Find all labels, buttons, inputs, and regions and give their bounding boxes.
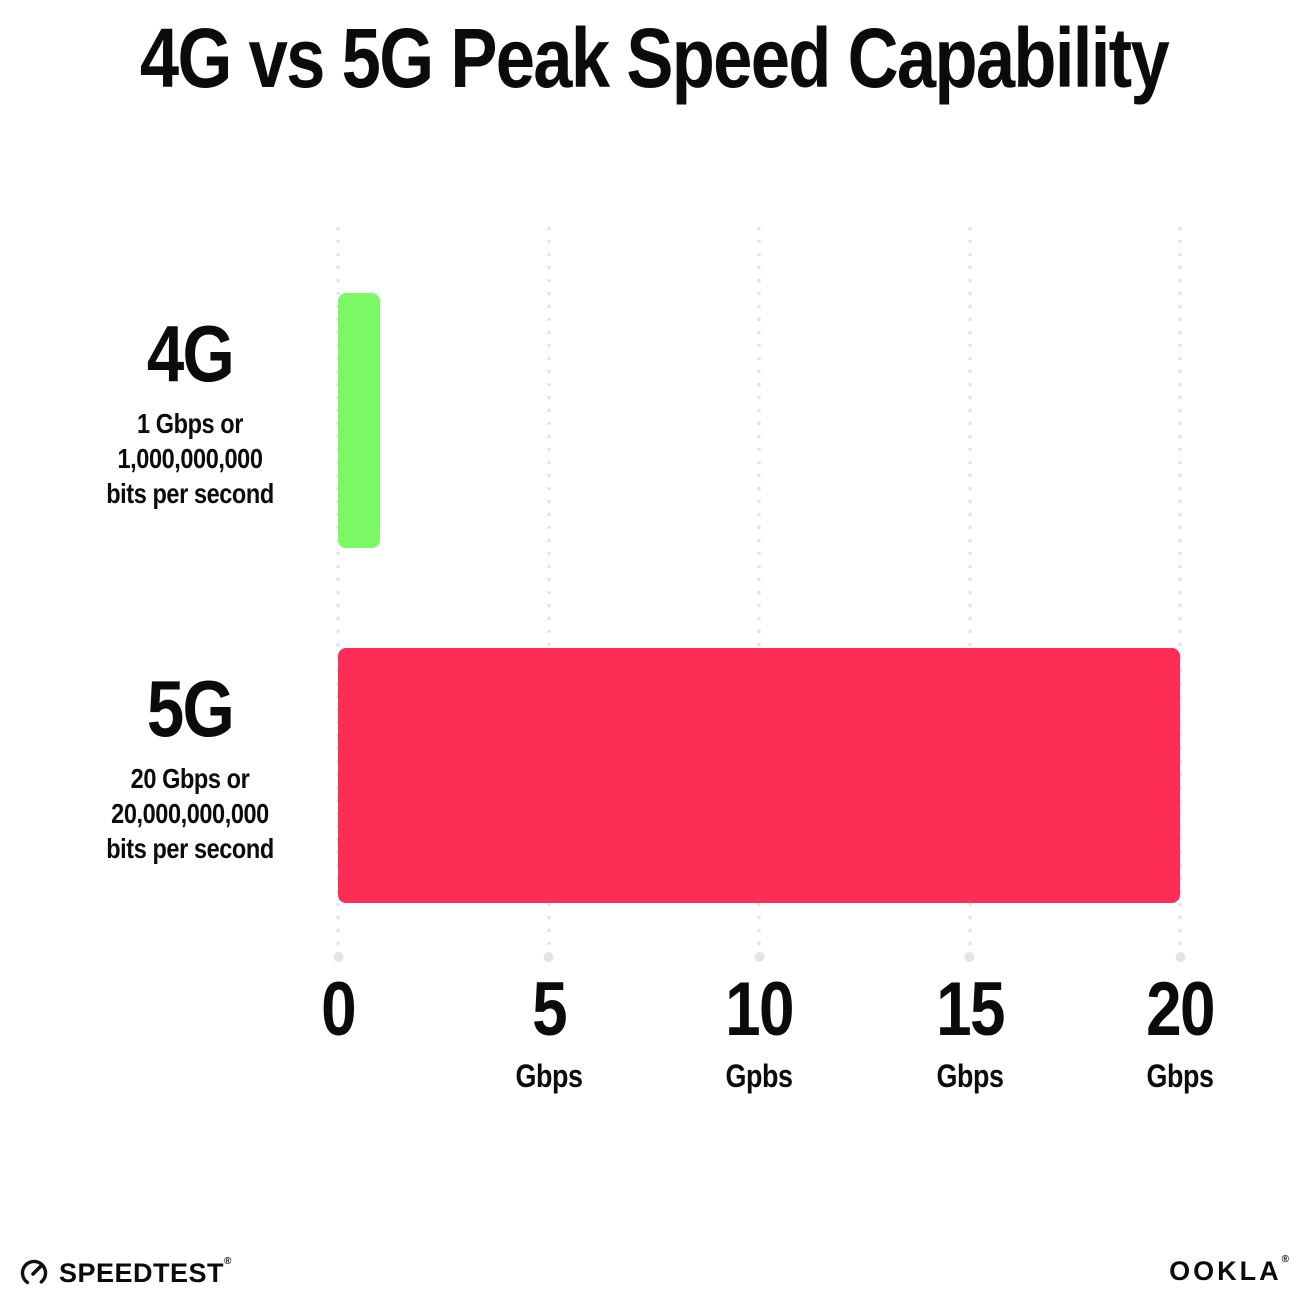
ookla-trademark: ® xyxy=(1281,1254,1292,1265)
x-tick-0: 0 xyxy=(318,972,358,1058)
x-tick-5: 5 Gbps xyxy=(509,972,589,1095)
x-tick-15: 15 Gbps xyxy=(929,972,1010,1095)
category-sublabel-5g-line1: 20 Gbps or xyxy=(130,763,250,794)
category-label-5g: 5G 20 Gbps or 20,000,000,000 bits per se… xyxy=(30,669,350,866)
ookla-wordmark-text: OOKLA xyxy=(1169,1256,1282,1286)
category-label-4g: 4G 1 Gbps or 1,000,000,000 bits per seco… xyxy=(30,314,350,511)
gridline-20gbps xyxy=(1177,222,1183,958)
gridline-15gbps xyxy=(967,222,972,958)
gridline-5gbps xyxy=(546,222,551,958)
x-tick-5-value: 5 xyxy=(531,967,568,1052)
speedtest-gauge-icon xyxy=(18,1257,50,1289)
chart-title-text: 4G vs 5G Peak Speed Capability xyxy=(139,11,1170,105)
x-tick-5-unit: Gbps xyxy=(514,1058,583,1094)
category-sublabel-4g-line2: 1,000,000,000 xyxy=(117,443,263,474)
x-tick-20: 20 Gbps xyxy=(1140,972,1221,1095)
speedtest-wordmark-text: SPEEDTEST xyxy=(59,1257,225,1288)
bar-4g xyxy=(338,293,381,548)
speedtest-wordmark: SPEEDTEST® xyxy=(59,1255,232,1289)
x-tick-10-unit: Gpbs xyxy=(725,1058,793,1094)
x-tick-10-value: 10 xyxy=(725,967,794,1052)
x-tick-20-value: 20 xyxy=(1146,967,1215,1052)
chart-title: 4G vs 5G Peak Speed Capability xyxy=(0,10,1308,107)
speedtest-logo: SPEEDTEST® xyxy=(18,1255,232,1289)
category-sublabel-5g-line3: bits per second xyxy=(106,833,274,864)
category-sublabel-4g-line3: bits per second xyxy=(106,478,274,509)
category-name-4g: 4G xyxy=(146,309,235,398)
gridline-10gbps xyxy=(756,222,762,958)
gridline-0gbps xyxy=(335,222,341,958)
x-tick-20-unit: Gbps xyxy=(1146,1058,1214,1094)
category-sublabel-5g-line2: 20,000,000,000 xyxy=(111,798,269,829)
bar-5g xyxy=(338,648,1180,903)
category-name-5g: 5G xyxy=(146,664,235,753)
x-tick-15-value: 15 xyxy=(935,967,1005,1052)
x-tick-0-value: 0 xyxy=(321,967,357,1052)
x-axis: 0 5 Gbps 10 Gpbs 15 Gbps 20 Gbps xyxy=(321,972,1215,1102)
plot-area xyxy=(335,222,1183,958)
speedtest-trademark: ® xyxy=(224,1255,232,1267)
ookla-logo: OOKLA® xyxy=(1169,1254,1292,1287)
x-tick-15-unit: Gbps xyxy=(935,1058,1004,1094)
x-tick-10: 10 Gpbs xyxy=(719,972,800,1095)
category-sublabel-4g-line1: 1 Gbps or xyxy=(136,408,243,439)
